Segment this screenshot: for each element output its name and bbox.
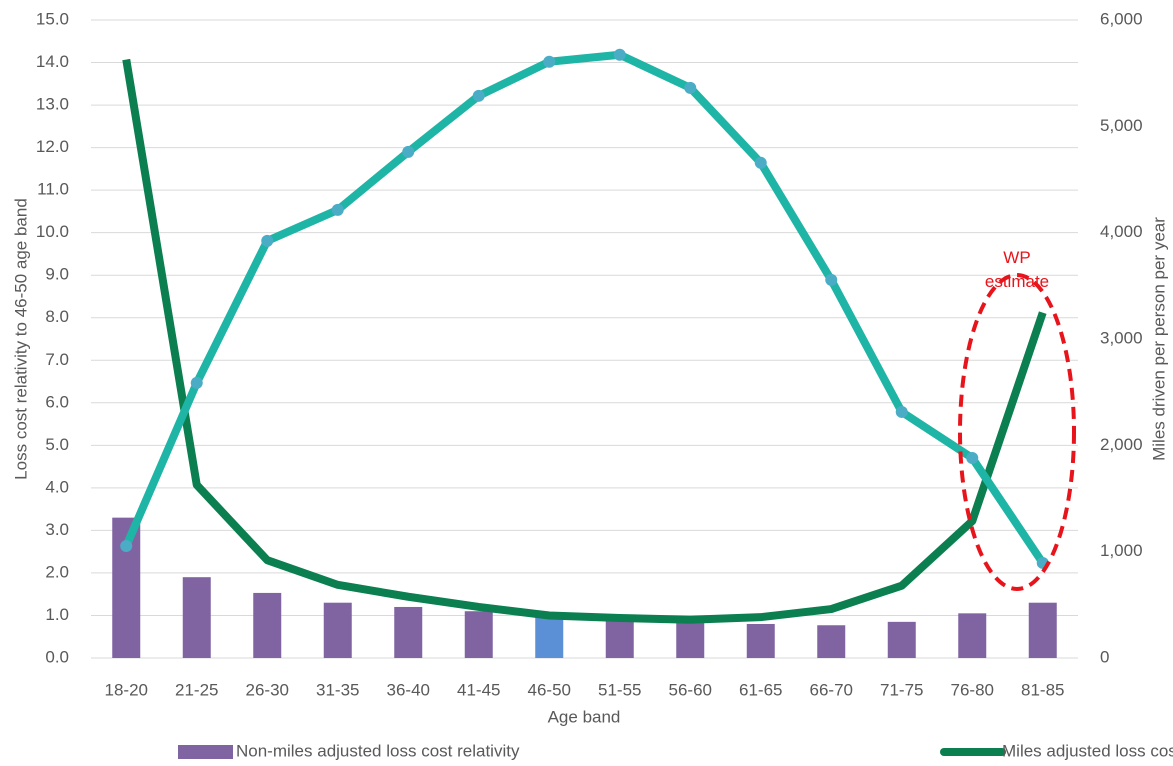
bar — [182, 577, 211, 658]
point — [402, 145, 415, 158]
y-tick-label: 11.0 — [37, 180, 69, 199]
y-tick-label: 10.0 — [36, 222, 69, 241]
y-tick-label: 9.0 — [45, 265, 69, 284]
x-tick-label: 41-45 — [457, 680, 500, 699]
y-tick-label: 1.0 — [45, 605, 69, 624]
y2-axis-title: Miles driven per person per year — [1149, 217, 1168, 461]
y-tick-label: 2.0 — [45, 562, 69, 581]
bar — [1028, 602, 1057, 658]
bar — [746, 623, 775, 658]
x-tick-label: 31-35 — [316, 680, 359, 699]
point — [825, 273, 838, 286]
bar — [817, 625, 846, 658]
point — [684, 81, 697, 94]
point — [331, 203, 344, 216]
legend-swatch — [178, 745, 233, 759]
y2-tick-label: 4,000 — [1100, 222, 1143, 241]
line — [122, 50, 1047, 566]
y-tick-label: 8.0 — [45, 307, 69, 326]
y-tick-label: 15.0 — [36, 9, 69, 28]
bar — [676, 621, 705, 658]
bar — [253, 592, 282, 658]
y-tick-label: 13.0 — [36, 95, 69, 114]
y-tick-label: 5.0 — [45, 435, 69, 454]
x-axis-title: Age band — [548, 707, 621, 726]
y-axis-title: Loss cost relativity to 46-50 age band — [11, 198, 30, 480]
point — [120, 540, 133, 553]
x-tick-label: 36-40 — [387, 680, 430, 699]
bar — [323, 602, 352, 658]
y-tick-label: 12.0 — [36, 137, 69, 156]
point — [754, 156, 767, 169]
x-tick-label: 18-20 — [105, 680, 148, 699]
x-tick-label: 46-50 — [528, 680, 571, 699]
point — [613, 48, 626, 61]
y-tick-label: 14.0 — [36, 52, 69, 71]
y-tick-label: 3.0 — [45, 520, 69, 539]
legend-label: Non-miles adjusted loss cost relativity — [236, 741, 520, 760]
bar — [958, 613, 987, 658]
x-tick-label: 26-30 — [246, 680, 289, 699]
x-tick-label: 71-75 — [880, 680, 923, 699]
highlight-ellipse — [958, 273, 1076, 591]
y2-tick-label: 6,000 — [1100, 9, 1143, 28]
point — [261, 234, 274, 247]
y-tick-label: 6.0 — [45, 392, 69, 411]
bar — [394, 606, 423, 658]
bar — [605, 619, 634, 658]
x-tick-label: 81-85 — [1021, 680, 1064, 699]
y2-tick-label: 0 — [1100, 647, 1109, 666]
y2-tick-label: 2,000 — [1100, 435, 1143, 454]
x-tick-label: 56-60 — [669, 680, 712, 699]
point — [543, 55, 556, 68]
y-tick-label: 4.0 — [45, 477, 69, 496]
point — [190, 376, 203, 389]
annotation: WP estimate — [984, 248, 1050, 291]
point — [966, 451, 979, 464]
x-tick-label: 76-80 — [951, 680, 994, 699]
point — [895, 405, 908, 418]
bar — [535, 615, 564, 658]
x-tick-label: 66-70 — [810, 680, 853, 699]
y2-tick-label: 3,000 — [1100, 328, 1143, 347]
y2-tick-label: 1,000 — [1100, 541, 1143, 560]
y2-tick-label: 5,000 — [1100, 116, 1143, 135]
bar — [887, 621, 916, 658]
y-tick-label: 0.0 — [45, 647, 69, 666]
x-tick-label: 61-65 — [739, 680, 782, 699]
legend-label: Miles adjusted loss cost relativity — [1002, 741, 1173, 760]
line — [122, 58, 1047, 624]
x-tick-label: 21-25 — [175, 680, 218, 699]
y-tick-label: 7.0 — [45, 350, 69, 369]
x-tick-label: 51-55 — [598, 680, 641, 699]
point — [472, 89, 485, 102]
bar — [464, 611, 493, 658]
